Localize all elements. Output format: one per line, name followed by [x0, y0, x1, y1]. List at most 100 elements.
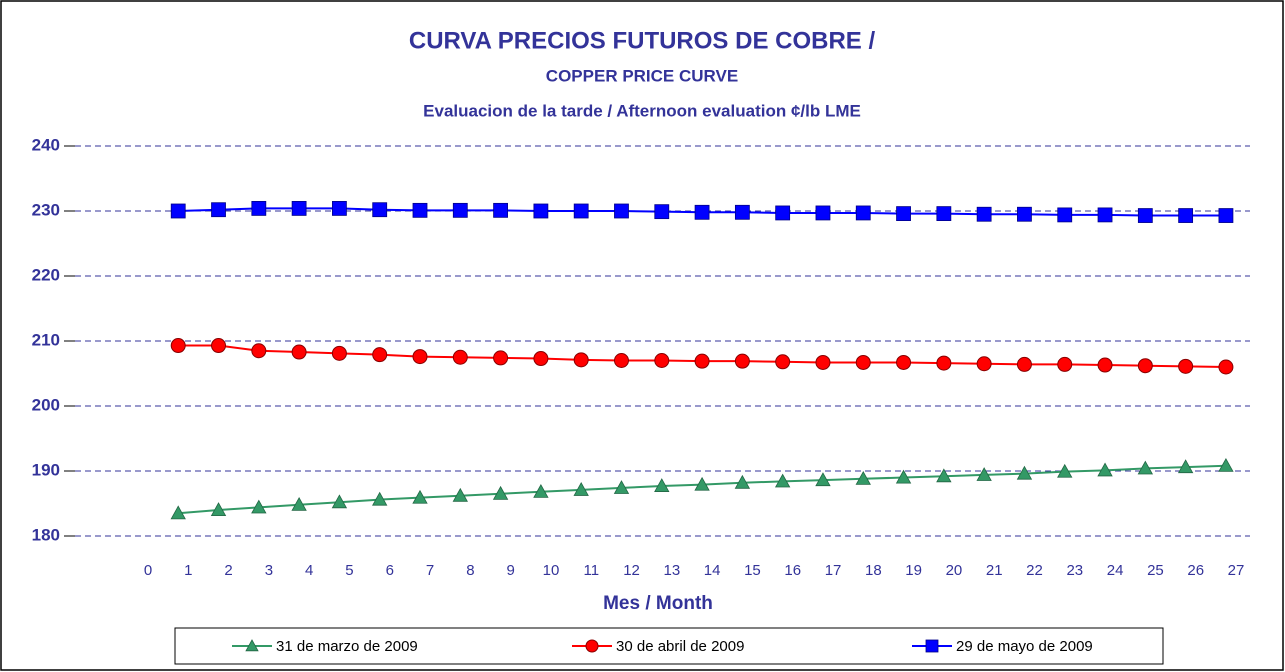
marker	[855, 354, 871, 370]
marker	[1097, 207, 1113, 223]
marker	[654, 204, 670, 220]
marker	[412, 349, 428, 365]
marker	[976, 356, 992, 372]
marker	[291, 344, 307, 360]
marker	[533, 351, 549, 367]
marker	[493, 202, 508, 218]
marker	[1097, 357, 1113, 373]
x-tick-label: 12	[623, 562, 640, 579]
marker	[291, 200, 307, 216]
marker	[412, 489, 428, 504]
x-tick-label: 23	[1066, 562, 1083, 579]
marker	[896, 206, 911, 222]
marker	[1016, 465, 1033, 480]
marker	[775, 205, 791, 221]
marker	[331, 494, 348, 509]
x-tick-label: 7	[426, 562, 434, 579]
marker	[452, 349, 468, 365]
marker	[694, 476, 710, 491]
y-tick-label: 200	[32, 395, 60, 414]
marker	[936, 206, 952, 222]
marker	[936, 355, 952, 371]
y-tick-label: 210	[32, 330, 60, 349]
legend-label: 29 de mayo de 2009	[956, 638, 1093, 655]
marker	[1218, 457, 1234, 472]
marker	[211, 338, 227, 354]
marker	[694, 204, 710, 220]
marker	[372, 347, 388, 363]
marker	[1016, 356, 1032, 372]
marker	[815, 472, 831, 487]
y-tick-label: 190	[32, 460, 60, 479]
x-tick-label: 24	[1107, 562, 1124, 579]
marker	[573, 203, 589, 219]
chart-subtitle: Evaluacion de la tarde / Afternoon evalu…	[423, 101, 861, 120]
marker	[533, 483, 549, 498]
x-tick-label: 1	[184, 562, 192, 579]
marker	[976, 206, 992, 222]
marker	[245, 639, 259, 652]
marker	[654, 353, 670, 368]
x-tick-label: 5	[345, 562, 353, 579]
marker	[654, 478, 670, 492]
x-tick-label: 3	[265, 562, 273, 579]
marker	[573, 352, 589, 368]
x-tick-label: 11	[583, 562, 599, 579]
x-tick-label: 16	[784, 562, 801, 579]
marker	[815, 205, 831, 221]
x-tick-label: 14	[704, 562, 721, 579]
marker	[372, 491, 388, 506]
marker	[896, 354, 912, 370]
x-tick-label: 27	[1228, 562, 1245, 579]
marker	[412, 202, 428, 218]
marker	[613, 480, 630, 494]
marker	[936, 468, 952, 483]
x-tick-label: 22	[1026, 562, 1043, 579]
marker	[1057, 463, 1073, 478]
marker	[332, 200, 347, 216]
marker	[734, 204, 750, 220]
x-tick-label: 19	[905, 562, 922, 579]
x-tick-label: 17	[825, 562, 842, 579]
marker	[211, 202, 226, 218]
y-tick-label: 220	[32, 265, 60, 284]
chart-subtitle: COPPER PRICE CURVE	[546, 66, 738, 85]
marker	[1218, 208, 1234, 223]
marker	[1017, 206, 1032, 222]
x-tick-label: 18	[865, 562, 882, 579]
marker	[1097, 462, 1113, 477]
marker	[734, 474, 751, 489]
marker	[774, 473, 791, 488]
x-tick-label: 4	[305, 562, 313, 579]
x-tick-label: 21	[986, 562, 1003, 579]
marker	[170, 203, 186, 219]
marker	[1137, 460, 1154, 475]
legend-label: 31 de marzo de 2009	[276, 638, 418, 655]
marker	[1137, 208, 1153, 223]
marker	[492, 485, 509, 500]
marker	[1057, 207, 1073, 223]
x-tick-label: 15	[744, 562, 761, 579]
x-tick-label: 8	[466, 562, 474, 579]
legend-box	[174, 627, 1164, 665]
x-tick-label: 9	[506, 562, 514, 579]
marker	[1137, 358, 1153, 374]
marker	[694, 353, 710, 369]
x-axis-label: Mes / Month	[603, 593, 713, 614]
marker	[573, 482, 589, 496]
marker	[585, 639, 599, 653]
marker	[976, 467, 992, 481]
marker	[533, 203, 549, 219]
marker	[251, 499, 267, 514]
marker	[1178, 358, 1194, 374]
marker	[251, 200, 267, 216]
marker	[613, 353, 629, 368]
marker	[1178, 208, 1194, 223]
y-tick-label: 240	[32, 135, 60, 154]
marker	[855, 205, 871, 221]
marker	[925, 639, 939, 653]
marker	[372, 202, 388, 218]
marker	[291, 496, 307, 511]
